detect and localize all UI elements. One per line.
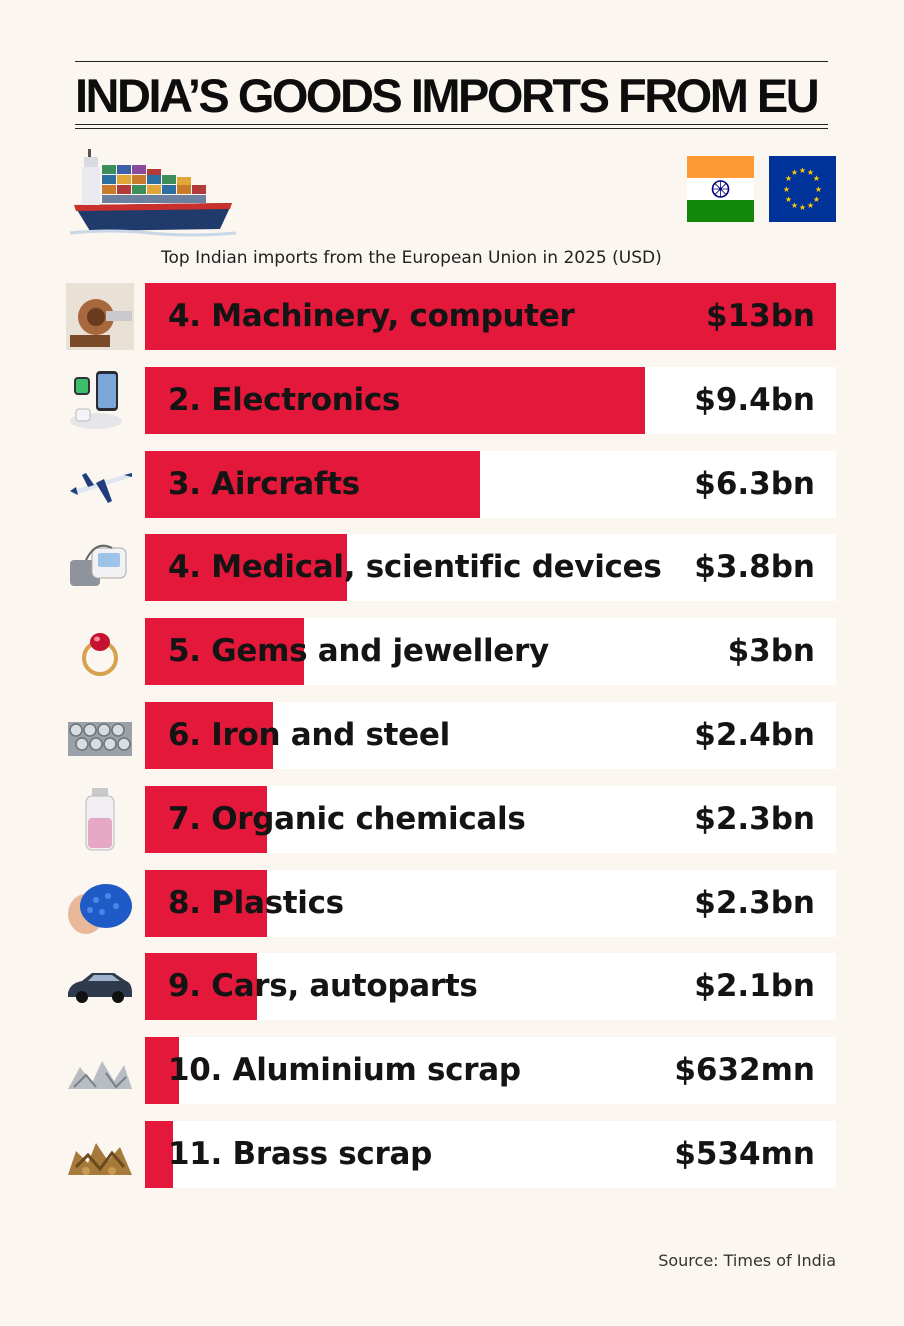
steel-pipes-icon — [66, 702, 134, 769]
machinery-icon — [66, 283, 134, 350]
svg-text:★: ★ — [813, 195, 820, 204]
aircraft-icon — [66, 451, 134, 518]
svg-text:★: ★ — [785, 174, 792, 183]
bar — [145, 283, 836, 350]
bar — [145, 534, 347, 602]
bar-value-label: $2.4bn — [694, 717, 815, 753]
svg-text:★: ★ — [807, 168, 814, 177]
bar-row: 11. Brass scrap $534mn — [0, 1121, 904, 1188]
bar — [145, 1121, 173, 1188]
bar-row: 3. Aircrafts $6.3bn — [0, 450, 904, 518]
bar — [145, 702, 273, 769]
svg-text:★: ★ — [799, 166, 806, 175]
chemical-vial-icon — [66, 786, 134, 853]
bar-label: 9. Cars, autoparts — [168, 968, 478, 1005]
bar — [145, 785, 267, 853]
ring-icon — [66, 618, 134, 685]
svg-text:★: ★ — [791, 201, 798, 210]
svg-text:★: ★ — [783, 185, 790, 194]
bar-value-label: $3bn — [727, 633, 815, 670]
bar-track — [145, 1121, 836, 1188]
bar-label: 8. Plastics — [168, 884, 344, 921]
bar — [145, 1037, 179, 1105]
bar-label: 3. Aircrafts — [168, 465, 360, 502]
bar-label: 2. Electronics — [168, 381, 401, 418]
bar-value-label: $2.1bn — [694, 968, 815, 1005]
bar-label: 10. Aluminium scrap — [168, 1052, 521, 1089]
bar-value-label: $9.4bn — [694, 381, 815, 418]
bar — [145, 618, 304, 686]
chart-title: INDIA’S GOODS IMPORTS FROM EU — [75, 69, 820, 122]
bar-value-label: $2.3bn — [694, 884, 815, 921]
bar-row: 2. Electronics $9.4bn — [0, 366, 904, 434]
aluminium-scrap-icon — [66, 1037, 134, 1104]
plastic-pellets-icon — [66, 870, 134, 937]
india-flag-icon — [687, 156, 754, 222]
bar-value-label: $632mn — [674, 1052, 815, 1089]
brass-scrap-icon — [66, 1121, 134, 1188]
bar-label: 7. Organic chemicals — [168, 800, 526, 837]
title-underline — [75, 124, 828, 125]
bar-track — [145, 1037, 836, 1105]
bar — [145, 953, 257, 1021]
top-rule — [75, 61, 828, 62]
svg-text:★: ★ — [799, 203, 806, 212]
electronics-icon — [66, 367, 134, 434]
bar-value-label: $13bn — [706, 298, 815, 334]
bar-label: 6. Iron and steel — [168, 717, 450, 753]
bar — [145, 869, 267, 937]
bar-row: 5. Gems and jewellery $3bn — [0, 618, 904, 686]
bar-label: 4. Medical, scientific devices — [168, 549, 662, 586]
title-underline-2 — [75, 128, 828, 129]
bar-row: 10. Aluminium scrap $632mn — [0, 1037, 904, 1105]
bar — [145, 366, 645, 434]
bar-row: 8. Plastics $2.3bn — [0, 869, 904, 937]
bar-label: 4. Machinery, computer — [168, 298, 575, 334]
bar-label: 5. Gems and jewellery — [168, 633, 549, 670]
bar-value-label: $534mn — [674, 1136, 815, 1172]
car-icon — [66, 953, 134, 1020]
bar-value-label: $2.3bn — [694, 800, 815, 837]
svg-text:★: ★ — [815, 185, 822, 194]
chart-subtitle: Top Indian imports from the European Uni… — [161, 248, 662, 268]
bar-row: 4. Medical, scientific devices $3.8bn — [0, 534, 904, 602]
bar-row: 9. Cars, autoparts $2.1bn — [0, 953, 904, 1021]
cargo-ship-icon — [70, 149, 236, 237]
bar-value-label: $3.8bn — [694, 549, 815, 586]
svg-text:★: ★ — [813, 174, 820, 183]
bar-row: 6. Iron and steel $2.4bn — [0, 702, 904, 769]
bar-track — [145, 953, 836, 1021]
source-note: Source: Times of India — [658, 1251, 836, 1270]
bar-label: 11. Brass scrap — [168, 1136, 432, 1172]
svg-text:★: ★ — [791, 168, 798, 177]
eu-flag-icon: ★ ★ ★ ★ ★ ★ ★ ★ ★ ★ ★ ★ — [769, 156, 836, 222]
svg-text:★: ★ — [807, 201, 814, 210]
bar — [145, 450, 480, 518]
bar-value-label: $6.3bn — [694, 465, 815, 502]
bar-row: 4. Machinery, computer $13bn — [0, 283, 904, 350]
svg-text:★: ★ — [785, 195, 792, 204]
medical-device-icon — [66, 534, 134, 601]
bar-row: 7. Organic chemicals $2.3bn — [0, 785, 904, 853]
